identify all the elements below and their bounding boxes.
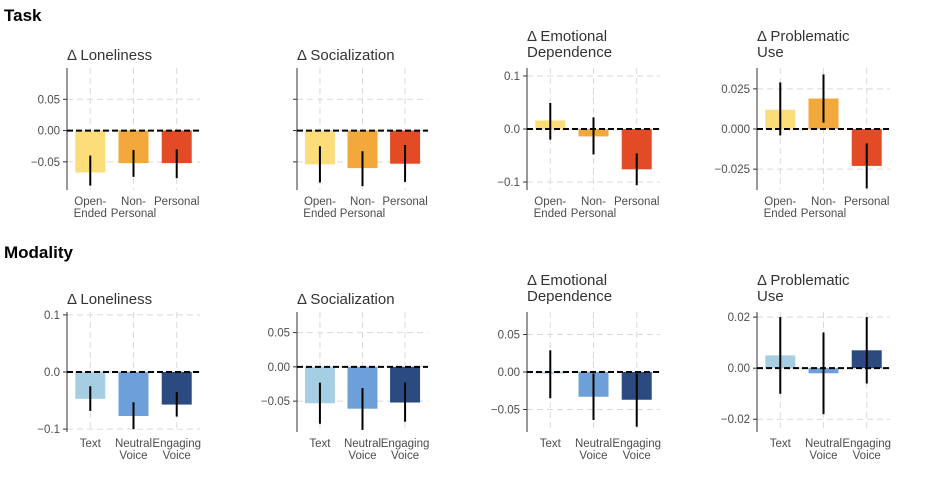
x-tick-label: Voice [853, 450, 881, 462]
y-tick-label: −0.02 [721, 414, 750, 426]
x-tick-label: Text [770, 438, 792, 450]
x-tick-label: Ended [764, 208, 797, 220]
x-tick-label: Engaging [381, 438, 430, 450]
x-tick-label: Engaging [152, 438, 201, 450]
x-tick-label: Ended [303, 208, 336, 220]
y-tick-label: −0.1 [497, 177, 520, 189]
y-tick-label: −0.05 [31, 157, 60, 169]
section-title-modality: Modality [4, 243, 73, 262]
x-tick-label: Personal [571, 208, 616, 220]
x-tick-label: Personal [844, 196, 889, 208]
x-tick-label: Personal [614, 196, 659, 208]
x-tick-label: Open- [304, 196, 336, 208]
y-tick-label: 0.0 [504, 124, 520, 136]
x-tick-label: Voice [119, 450, 147, 462]
x-tick-label: Voice [809, 450, 837, 462]
panel-2: Δ SocializationOpen-EndedNon-PersonalPer… [293, 47, 428, 220]
x-tick-label: Voice [579, 450, 607, 462]
x-tick-label: Text [540, 438, 562, 450]
panel-title: Δ Loneliness [67, 47, 152, 64]
panel-title: Use [757, 288, 784, 305]
panel-title: Dependence [527, 44, 612, 61]
y-tick-label: 0.05 [38, 94, 60, 106]
x-tick-label: Non- [121, 196, 146, 208]
x-tick-label: Personal [154, 196, 199, 208]
x-tick-label: Ended [74, 208, 107, 220]
x-tick-label: Non- [581, 196, 606, 208]
panel-title: Dependence [527, 288, 612, 305]
section-title-task: Task [4, 6, 42, 25]
panel-title: Δ Loneliness [67, 291, 152, 308]
panel-title: Δ Emotional [527, 272, 607, 289]
x-tick-label: Personal [801, 208, 846, 220]
x-tick-label: Personal [111, 208, 156, 220]
panels: Δ Loneliness−0.050.000.05Open-EndedNon-P… [31, 28, 891, 462]
panel-title: Use [757, 44, 784, 61]
y-tick-label: 0.025 [721, 84, 750, 96]
x-tick-label: Voice [391, 450, 419, 462]
x-tick-label: Personal [382, 196, 427, 208]
y-tick-label: −0.1 [37, 424, 60, 436]
x-tick-label: Text [309, 438, 331, 450]
y-tick-label: −0.025 [715, 164, 751, 176]
y-tick-label: 0.00 [38, 126, 60, 138]
x-tick-label: Neutral [115, 438, 152, 450]
x-tick-label: Voice [623, 450, 651, 462]
x-tick-label: Personal [340, 208, 385, 220]
x-tick-label: Neutral [805, 438, 842, 450]
y-tick-label: 0.1 [504, 71, 520, 83]
panel-title: Δ Socialization [297, 47, 395, 64]
panel-title: Δ Problematic [757, 28, 850, 45]
x-tick-label: Voice [348, 450, 376, 462]
panel-title: Δ Socialization [297, 291, 395, 308]
x-tick-label: Neutral [575, 438, 612, 450]
x-tick-label: Open- [764, 196, 796, 208]
x-tick-label: Engaging [612, 438, 661, 450]
y-tick-label: 0.02 [728, 312, 750, 324]
y-tick-label: 0.0 [44, 367, 60, 379]
y-tick-label: 0.05 [498, 330, 520, 342]
x-tick-label: Neutral [344, 438, 381, 450]
x-tick-label: Engaging [842, 438, 891, 450]
y-tick-label: 0.05 [268, 328, 290, 340]
x-tick-label: Voice [163, 450, 191, 462]
y-tick-label: 0.00 [728, 363, 750, 375]
y-tick-label: 0.00 [498, 367, 520, 379]
y-tick-label: 0.1 [44, 310, 60, 322]
panel-title: Δ Problematic [757, 272, 850, 289]
x-tick-label: Non- [811, 196, 836, 208]
x-tick-label: Non- [350, 196, 375, 208]
panel-1: Δ Loneliness−0.050.000.05Open-EndedNon-P… [31, 47, 200, 220]
y-tick-label: 0.000 [721, 124, 750, 136]
x-tick-label: Ended [534, 208, 567, 220]
x-tick-label: Open- [534, 196, 566, 208]
y-tick-label: −0.05 [261, 396, 290, 408]
y-tick-label: −0.05 [491, 405, 520, 417]
y-tick-label: 0.00 [268, 362, 290, 374]
x-tick-label: Open- [74, 196, 106, 208]
x-tick-label: Text [80, 438, 102, 450]
panel-title: Δ Emotional [527, 28, 607, 45]
